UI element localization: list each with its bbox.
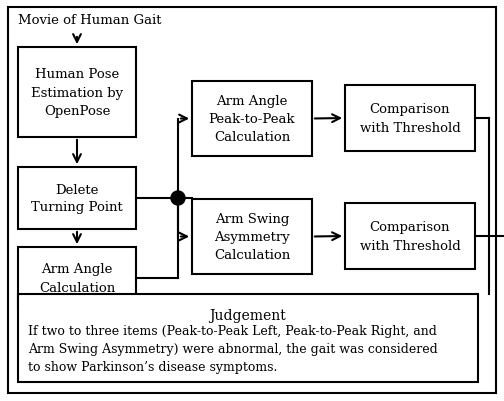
Text: Comparison
with Threshold: Comparison with Threshold — [360, 103, 460, 134]
Text: Arm Angle
Peak-to-Peak
Calculation: Arm Angle Peak-to-Peak Calculation — [209, 95, 295, 144]
Text: Comparison
with Threshold: Comparison with Threshold — [360, 221, 460, 252]
Text: Arm Angle
Calculation: Arm Angle Calculation — [39, 263, 115, 294]
Bar — [192, 200, 312, 274]
Bar — [18, 48, 136, 138]
Bar — [18, 168, 136, 229]
Text: If two to three items (Peak-to-Peak Left, Peak-to-Peak Right, and
Arm Swing Asym: If two to three items (Peak-to-Peak Left… — [28, 324, 438, 373]
Text: Arm Swing
Asymmetry
Calculation: Arm Swing Asymmetry Calculation — [214, 213, 290, 261]
Text: Human Pose
Estimation by
OpenPose: Human Pose Estimation by OpenPose — [31, 68, 123, 117]
Bar — [345, 203, 475, 269]
Bar — [192, 82, 312, 157]
Bar — [18, 294, 478, 382]
Bar — [345, 86, 475, 152]
Circle shape — [171, 192, 185, 205]
Text: Judgement: Judgement — [210, 308, 286, 322]
Bar — [18, 247, 136, 309]
Text: Movie of Human Gait: Movie of Human Gait — [18, 14, 161, 27]
Text: Delete
Turning Point: Delete Turning Point — [31, 183, 123, 214]
